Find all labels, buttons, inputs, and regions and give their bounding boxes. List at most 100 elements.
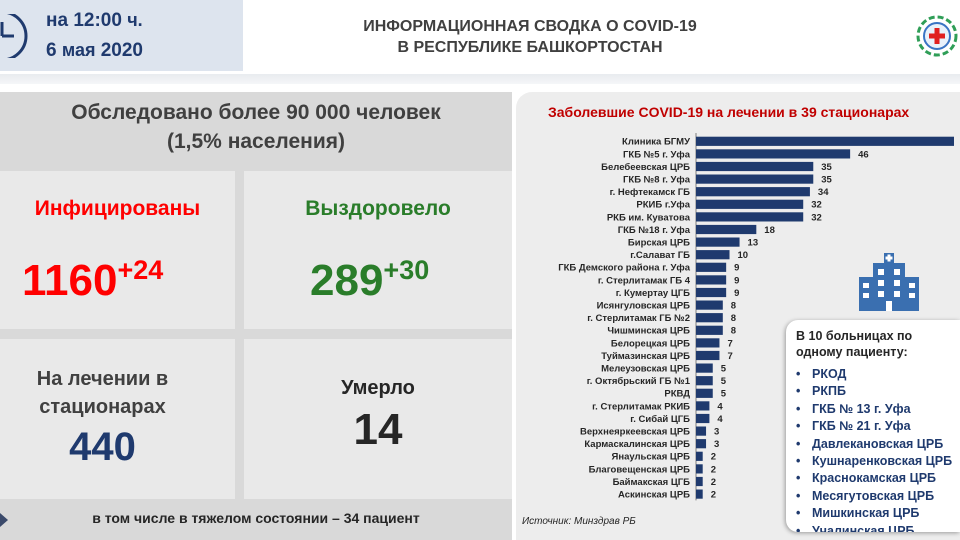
chart-value-label: 2 — [711, 490, 716, 501]
report-date-month: мая — [61, 40, 96, 60]
chart-category-label: Туймазинская ЦРБ — [601, 351, 690, 362]
clock-icon — [0, 14, 28, 58]
recovered-label: Выздоровело — [305, 197, 451, 220]
chart-category-label: Мелеузовская ЦРБ — [601, 364, 690, 375]
list-item: Учалинская ЦРБ — [796, 523, 960, 532]
page-title-line2: В РЕСПУБЛИКЕ БАШКОРТОСТАН — [397, 39, 663, 56]
chart-value-label: 8 — [731, 301, 736, 312]
chart-source: Источник: Минздрав РБ — [522, 516, 636, 527]
treatment-label-line2: стационарах — [39, 396, 166, 418]
list-item: Кушнаренковская ЦРБ — [796, 453, 960, 470]
chart-value-label: 8 — [731, 313, 736, 324]
chart-bar — [696, 439, 707, 449]
chart-category-label: г.Салават ГБ — [630, 250, 690, 261]
chart-category-label: г. Стерлитамак ГБ 4 — [598, 275, 691, 286]
chart-value-label: 4 — [717, 414, 723, 425]
chart-value-label: 4 — [717, 401, 723, 412]
chart-bar — [696, 149, 851, 159]
chart-bar — [696, 489, 703, 499]
chart-value-label: 2 — [711, 464, 716, 475]
chart-value-label: 9 — [734, 288, 739, 299]
chart-category-label: Аскинская ЦРБ — [618, 490, 690, 501]
chart-bar — [696, 187, 810, 197]
chart-bar — [696, 426, 707, 436]
chart-value-label: 8 — [731, 326, 736, 337]
chart-category-label: Клиника БГМУ — [622, 137, 690, 148]
chart-title: Заболевшие COVID-19 на лечении в 39 стац… — [548, 104, 910, 120]
chart-category-label: Благовещенская ЦРБ — [589, 464, 691, 475]
chart-category-label: Белебеевская ЦРБ — [601, 162, 690, 173]
chart-value-label: 35 — [821, 175, 832, 186]
report-date: 6 мая 2020 — [46, 40, 143, 62]
chart-category-label: Баймакская ЦГБ — [613, 477, 691, 488]
infected-count: 1160+24 — [22, 255, 163, 306]
list-item: ГКБ № 13 г. Уфа — [796, 401, 960, 418]
chart-value-label: 9 — [734, 275, 739, 286]
chart-category-label: Исянгуловская ЦРБ — [597, 301, 691, 312]
single-patient-heading-line1: В 10 больницах по — [796, 329, 913, 343]
list-item: Давлекановская ЦРБ — [796, 436, 960, 453]
ministry-logo — [916, 15, 958, 57]
chart-category-label: г. Стерлитамак ГБ №2 — [587, 313, 690, 324]
infected-delta: +24 — [117, 255, 164, 285]
severe-note-text: в том числе в тяжелом состоянии – 34 пац… — [92, 510, 420, 526]
chart-bar — [696, 313, 723, 323]
chart-bar — [696, 401, 710, 411]
list-item: ГКБ № 21 г. Уфа — [796, 418, 960, 435]
chart-bar — [696, 250, 730, 260]
chart-category-label: ГКБ №5 г. Уфа — [623, 149, 691, 160]
report-time-unit: ч. — [127, 10, 143, 30]
chart-category-label: ГКБ Демского района г. Уфа — [558, 263, 690, 274]
chart-value-label: 34 — [818, 187, 829, 198]
chart-bar — [696, 287, 727, 298]
report-date-year: 2020 — [100, 40, 144, 61]
chart-value-label: 18 — [764, 225, 775, 236]
treatment-card: На лечении в стационарах 440 — [0, 339, 235, 499]
chart-bar — [696, 224, 757, 235]
chart-value-label: 3 — [714, 439, 719, 450]
recovered-delta: +30 — [383, 255, 430, 285]
list-item: РКОД — [796, 366, 960, 383]
page-title: ИНФОРМАЦИОННАЯ СВОДКА О COVID-19 В РЕСПУ… — [330, 16, 730, 58]
single-patient-list: РКОД РКПБ ГКБ № 13 г. Уфа ГКБ № 21 г. Уф… — [796, 366, 960, 532]
chart-bar — [696, 388, 713, 398]
chart-category-label: Верхнеяркеевская ЦРБ — [580, 427, 690, 438]
single-patient-box: В 10 больницах по одному пациенту: РКОД … — [786, 320, 960, 532]
header-divider — [0, 74, 960, 84]
chart-value-label: 46 — [858, 149, 869, 160]
chart-category-label: РКВД — [664, 389, 690, 400]
chart-bar — [696, 476, 703, 487]
chart-bar — [696, 199, 804, 209]
recovered-value: 289 — [310, 256, 384, 305]
chart-category-label: Бирская ЦРБ — [628, 238, 690, 249]
severe-note: в том числе в тяжелом состоянии – 34 пац… — [0, 506, 512, 534]
chart-value-label: 5 — [721, 364, 727, 375]
chart-bar — [696, 237, 740, 247]
chart-bar — [696, 376, 713, 386]
chart-category-label: Чишминская ЦРБ — [607, 326, 690, 337]
chart-bar — [696, 325, 723, 335]
chart-bar — [696, 174, 814, 184]
chart-category-label: г. Стерлитамак РКИБ — [592, 401, 690, 412]
chart-value-label: 9 — [734, 263, 739, 274]
chart-category-label: г. Нефтекамск ГБ — [610, 187, 691, 198]
chart-bar — [696, 161, 814, 172]
hospital-building-icon — [859, 253, 919, 311]
infected-card: Инфицированы 1160+24 — [0, 171, 235, 329]
chart-value-label: 5 — [721, 389, 727, 400]
chart-value-label: 3 — [714, 427, 719, 438]
single-patient-heading: В 10 больницах по одному пациенту: — [796, 328, 960, 360]
chart-bar — [696, 413, 710, 424]
chart-value-label: 32 — [811, 200, 822, 211]
chart-category-label: г. Октябрьский ГБ №1 — [587, 376, 691, 387]
report-date-day: 6 — [46, 40, 57, 61]
surveyed-line1: Обследовано более 90 000 человек — [71, 101, 441, 124]
date-time-panel: на 12:00 ч. 6 мая 2020 — [0, 0, 243, 71]
chart-value-label: 7 — [727, 338, 732, 349]
chart-value-label: 2 — [711, 477, 716, 488]
chart-bar — [696, 451, 703, 461]
infected-value: 1160 — [22, 256, 118, 305]
chart-category-label: г. Сибай ЦГБ — [630, 414, 690, 425]
chart-category-label: Кармаскалинская ЦРБ — [584, 439, 690, 450]
